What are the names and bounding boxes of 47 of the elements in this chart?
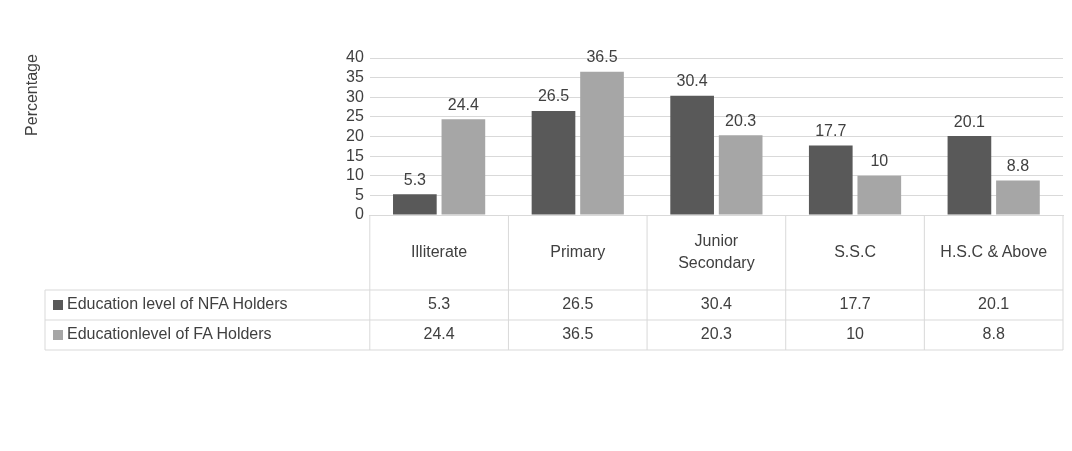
data-label: 30.4 <box>700 295 733 313</box>
data-label: 20.1 <box>978 295 1010 313</box>
data-label: 24.4 <box>423 325 455 343</box>
x-tick-label: H.S.C & Above <box>940 242 1048 260</box>
y-tick-label: 5 <box>354 185 364 203</box>
annotation: 20.3 <box>725 111 757 129</box>
data-label: 36.5 <box>562 325 594 343</box>
annotation: 26.5 <box>537 87 570 105</box>
annotation: 5.3 <box>403 170 427 188</box>
annotation: 10 <box>870 152 889 170</box>
annotation: 30.4 <box>676 72 708 90</box>
x-tick-label: S.S.C <box>834 242 876 260</box>
y-tick-label: 30 <box>346 87 364 105</box>
data-label: 17.7 <box>839 295 871 313</box>
y-tick-label: 25 <box>346 107 364 125</box>
text: Percentage <box>23 53 41 136</box>
bar <box>580 71 624 215</box>
bar <box>718 135 763 215</box>
y-tick-label: 10 <box>346 166 364 184</box>
bar <box>857 175 902 215</box>
bar <box>393 194 437 215</box>
annotation: 36.5 <box>586 48 618 66</box>
x-tick-label: Primary <box>550 242 606 260</box>
x-tick-label: Junior Secondary <box>678 231 755 271</box>
y-tick-label: 35 <box>346 68 364 86</box>
annotation: 24.4 <box>447 95 480 113</box>
bar <box>441 119 486 215</box>
bar <box>947 136 992 215</box>
bar <box>996 180 1040 215</box>
y-tick-label: 0 <box>354 205 364 223</box>
annotation: 8.8 <box>1006 156 1030 174</box>
y-tick-label: 20 <box>346 126 364 144</box>
data-label: 5.3 <box>427 295 451 313</box>
x-tick-label: Illiterate <box>411 242 468 260</box>
legend-label: Education level of NFA Holders <box>67 295 288 313</box>
annotation: 17.7 <box>815 121 847 139</box>
data-label: 8.8 <box>982 325 1005 343</box>
data-label: 26.5 <box>562 295 594 313</box>
data-label: 20.3 <box>700 325 733 343</box>
y-tick-label: 40 <box>346 48 364 66</box>
bar <box>531 110 576 215</box>
y-tick-label: 15 <box>346 146 364 164</box>
legend-label: Educationlevel of FA Holders <box>67 325 272 343</box>
bar <box>670 95 714 215</box>
annotation: 20.1 <box>953 112 986 130</box>
data-label: 10 <box>846 325 865 343</box>
bar <box>808 145 853 215</box>
